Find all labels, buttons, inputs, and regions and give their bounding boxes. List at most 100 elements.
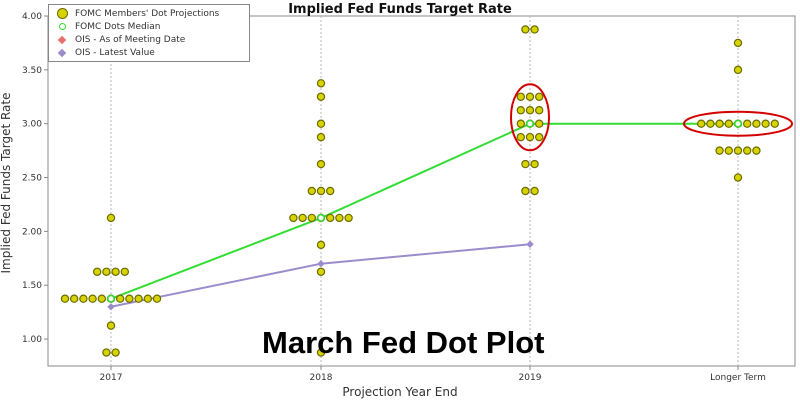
dot-projection (134, 294, 143, 303)
dot-projection (530, 159, 539, 169)
dot-projection (715, 119, 724, 128)
dot-projection (316, 240, 326, 250)
dot-projection (525, 106, 535, 115)
dot-projection (289, 213, 298, 223)
dot-projection (316, 348, 326, 357)
dot-projection (152, 294, 162, 303)
legend-item: OIS - Latest Value (53, 46, 245, 59)
y-tick-label: 3.00 (22, 120, 42, 130)
dot-projection (521, 159, 530, 169)
dot-projection (724, 146, 734, 155)
dot-projection (69, 294, 79, 303)
dot-projection (715, 146, 724, 155)
dot-projection (535, 92, 544, 101)
dot-projection (770, 119, 780, 128)
dot-projection (706, 119, 715, 128)
y-axis-label: Implied Fed Funds Target Rate (0, 92, 13, 274)
dot-projection (92, 267, 102, 276)
dot-projection (516, 119, 526, 128)
dot-projection (307, 186, 316, 196)
dot-projection (516, 92, 526, 101)
dot-projection (697, 119, 706, 128)
dot-projection (752, 119, 761, 128)
legend-meeting-marker (57, 35, 67, 44)
dot-projection (88, 294, 97, 303)
dot-projection (111, 348, 120, 357)
y-tick-label: 3.50 (22, 66, 42, 76)
dot-projection (60, 294, 70, 303)
median-marker (317, 213, 325, 222)
dot-projection (733, 173, 743, 182)
dot-projection (106, 213, 116, 223)
dot-projection (326, 213, 335, 223)
dot-projection (79, 294, 88, 303)
dot-projection (125, 294, 134, 303)
dot-projection (120, 267, 130, 276)
dot-projection (724, 119, 734, 128)
dot-projection (316, 186, 326, 196)
ois-latest-marker (107, 303, 115, 311)
dot-projection (733, 146, 743, 155)
dot-projection (530, 25, 539, 34)
dot-projection (316, 132, 326, 142)
dot-projection (525, 92, 535, 101)
highlight-ellipse-2019 (510, 83, 550, 152)
y-tick-label: 1.00 (22, 335, 42, 345)
dot-projection (102, 267, 111, 276)
dot-projection (521, 186, 530, 196)
dot-projection (115, 294, 125, 303)
median-marker (526, 119, 534, 128)
dot-projection (535, 119, 544, 128)
dot-projection (516, 132, 526, 142)
legend-median-marker (58, 23, 66, 30)
dot-projection (743, 119, 752, 128)
ois-latest-marker (526, 240, 534, 248)
dot-projection (535, 106, 544, 115)
dot-projection (761, 119, 770, 128)
median-marker (107, 294, 115, 303)
x-tick-label: 2018 (310, 373, 333, 383)
dot-projection (298, 213, 307, 223)
dot-projection (344, 213, 353, 223)
dot-projection (326, 186, 335, 196)
legend-item: FOMC Members' Dot Projections (53, 7, 245, 20)
x-tick-label: Longer Term (710, 373, 766, 383)
dot-projection (106, 321, 116, 330)
x-tick-label: 2019 (519, 373, 542, 383)
legend: FOMC Members' Dot Projections FOMC Dots … (48, 4, 250, 62)
dot-projection (97, 294, 107, 303)
dot-projection (516, 106, 526, 115)
dot-projection (752, 146, 761, 155)
legend-dot-marker (56, 8, 68, 19)
dot-projection (143, 294, 152, 303)
dot-projection (335, 213, 344, 223)
legend-label: OIS - Latest Value (75, 47, 155, 58)
dot-projection (307, 213, 316, 223)
dot-projection (316, 159, 326, 169)
dot-projection (316, 79, 326, 88)
legend-item: OIS - As of Meeting Date (53, 33, 245, 46)
highlight-ellipse-longer-term (683, 110, 793, 137)
dot-projection (102, 348, 111, 357)
legend-label: FOMC Dots Median (75, 21, 161, 32)
median-marker (734, 119, 742, 128)
x-axis-label: Projection Year End (342, 385, 458, 399)
legend-label: OIS - As of Meeting Date (75, 34, 186, 45)
ois-latest-marker (317, 260, 325, 268)
dot-projection (743, 146, 752, 155)
dot-projection (525, 132, 535, 142)
dot-projection (316, 119, 326, 128)
dot-projection (733, 65, 743, 75)
x-tick-label: 2017 (100, 373, 123, 383)
legend-label: FOMC Members' Dot Projections (75, 8, 220, 19)
plot-frame (47, 15, 796, 367)
legend-item: FOMC Dots Median (53, 20, 245, 33)
overlay-caption: March Fed Dot Plot (262, 325, 545, 360)
y-tick-label: 4.00 (22, 12, 42, 22)
dot-projection (521, 25, 530, 34)
chart-title: Implied Fed Funds Target Rate (288, 2, 512, 17)
legend-latest-marker (57, 48, 67, 57)
dot-projection (316, 92, 326, 101)
